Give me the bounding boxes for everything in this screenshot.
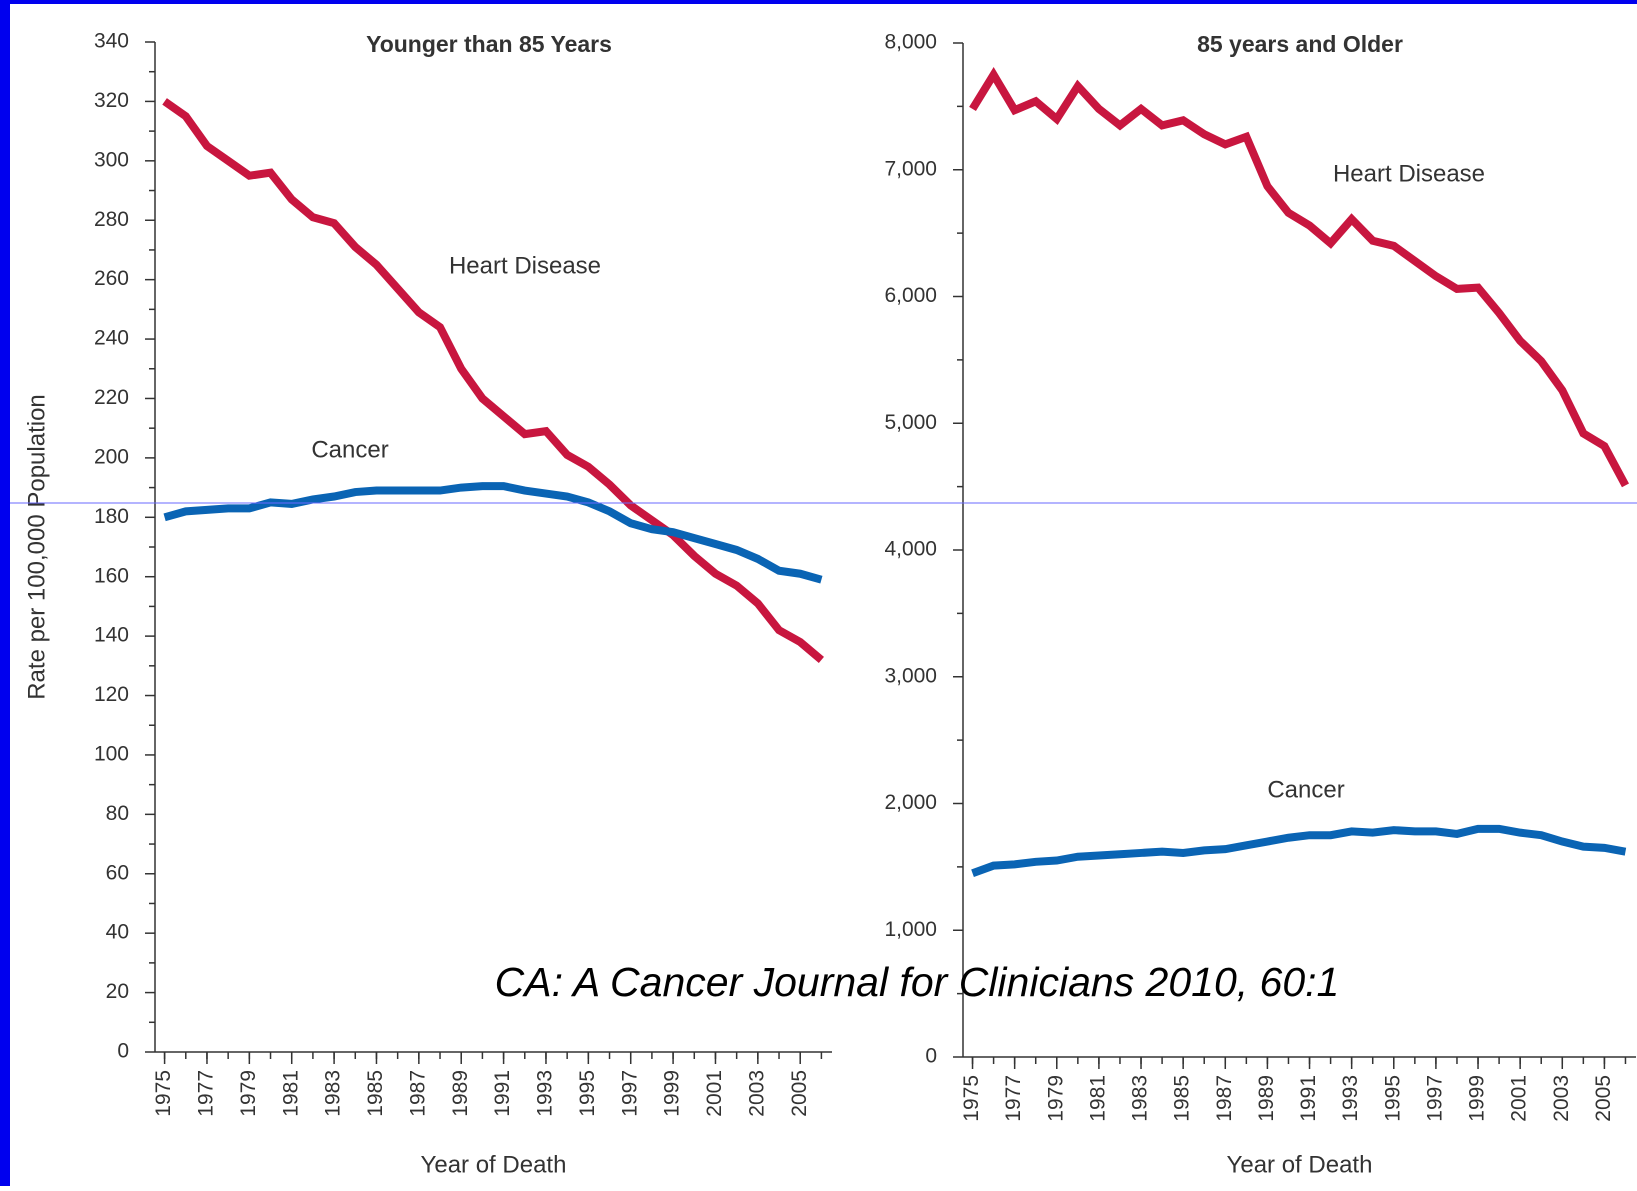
background bbox=[10, 4, 1637, 1186]
x-tick-label: 1985 bbox=[1171, 1075, 1194, 1122]
x-tick-label: 1997 bbox=[1423, 1075, 1446, 1122]
y-tick-label: 260 bbox=[94, 267, 129, 290]
y-tick-label: 340 bbox=[94, 30, 129, 53]
x-tick-label: 1979 bbox=[1044, 1075, 1067, 1122]
x-tick-label: 2005 bbox=[788, 1070, 811, 1117]
series-label: Heart Disease bbox=[1333, 160, 1485, 187]
x-tick-label: 1989 bbox=[449, 1070, 472, 1117]
series-line bbox=[162, 98, 824, 663]
y-tick-label: 3,000 bbox=[884, 664, 937, 687]
y-tick-label: 40 bbox=[106, 921, 129, 944]
x-axis-label: Year of Death bbox=[1227, 1151, 1373, 1178]
y-tick-label: 280 bbox=[94, 208, 129, 231]
y-tick-label: 1,000 bbox=[884, 918, 937, 941]
x-tick-label: 1981 bbox=[279, 1070, 302, 1117]
chart-title: Younger than 85 Years bbox=[366, 31, 612, 57]
x-tick-label: 2003 bbox=[745, 1070, 768, 1117]
y-tick-label: 180 bbox=[94, 505, 129, 528]
x-tick-label: 1991 bbox=[491, 1070, 514, 1117]
y-tick-label: 0 bbox=[925, 1045, 937, 1068]
y-tick-label: 100 bbox=[94, 742, 129, 765]
x-tick-label: 2001 bbox=[1508, 1075, 1531, 1122]
x-tick-label: 1997 bbox=[618, 1070, 641, 1117]
x-axis-label: Year of Death bbox=[421, 1151, 567, 1178]
series-label: Cancer bbox=[1267, 776, 1344, 803]
x-tick-label: 1999 bbox=[661, 1070, 684, 1117]
y-tick-label: 160 bbox=[94, 564, 129, 587]
y-tick-label: 240 bbox=[94, 327, 129, 350]
series-line bbox=[969, 66, 1629, 488]
chart-title: 85 years and Older bbox=[1197, 31, 1403, 57]
series-label: Heart Disease bbox=[449, 252, 601, 279]
x-tick-label: 1993 bbox=[534, 1070, 557, 1117]
y-tick-label: 20 bbox=[106, 980, 129, 1003]
x-tick-label: 1981 bbox=[1086, 1075, 1109, 1122]
y-tick-label: 120 bbox=[94, 683, 129, 706]
x-tick-label: 1985 bbox=[364, 1070, 387, 1117]
x-tick-label: 1983 bbox=[322, 1070, 345, 1117]
y-tick-label: 6,000 bbox=[884, 284, 937, 307]
y-tick-label: 5,000 bbox=[884, 411, 937, 434]
y-tick-label: 220 bbox=[94, 386, 129, 409]
y-tick-label: 60 bbox=[106, 861, 129, 884]
y-tick-label: 140 bbox=[94, 624, 129, 647]
y-tick-label: 80 bbox=[106, 802, 129, 825]
x-tick-label: 1987 bbox=[1213, 1075, 1236, 1122]
y-tick-label: 0 bbox=[117, 1040, 129, 1063]
x-tick-label: 1977 bbox=[195, 1070, 218, 1117]
y-tick-label: 4,000 bbox=[884, 538, 937, 561]
x-tick-label: 1979 bbox=[237, 1070, 260, 1117]
x-tick-label: 1977 bbox=[1002, 1075, 1025, 1122]
x-tick-label: 2001 bbox=[703, 1070, 726, 1117]
y-tick-label: 2,000 bbox=[884, 791, 937, 814]
x-tick-label: 1999 bbox=[1466, 1075, 1489, 1122]
y-axis-label: Rate per 100,000 Population bbox=[23, 394, 50, 700]
y-tick-label: 8,000 bbox=[884, 31, 937, 54]
y-tick-label: 200 bbox=[94, 445, 129, 468]
x-tick-label: 1987 bbox=[406, 1070, 429, 1117]
x-tick-label: 1983 bbox=[1129, 1075, 1152, 1122]
y-tick-label: 7,000 bbox=[884, 157, 937, 180]
x-tick-label: 2003 bbox=[1550, 1075, 1573, 1122]
x-tick-label: 1991 bbox=[1297, 1075, 1320, 1122]
x-tick-label: 1993 bbox=[1339, 1075, 1362, 1122]
x-tick-label: 1995 bbox=[1381, 1075, 1404, 1122]
x-tick-label: 1995 bbox=[576, 1070, 599, 1117]
x-tick-label: 1975 bbox=[152, 1070, 175, 1117]
citation: CA: A Cancer Journal for Clinicians 2010… bbox=[495, 959, 1340, 1005]
x-tick-label: 1989 bbox=[1255, 1075, 1278, 1122]
x-tick-label: 1975 bbox=[960, 1075, 983, 1122]
series-line bbox=[971, 824, 1627, 877]
y-tick-label: 320 bbox=[94, 89, 129, 112]
series-label: Cancer bbox=[311, 436, 388, 463]
y-tick-label: 300 bbox=[94, 148, 129, 171]
x-tick-label: 2005 bbox=[1592, 1075, 1615, 1122]
